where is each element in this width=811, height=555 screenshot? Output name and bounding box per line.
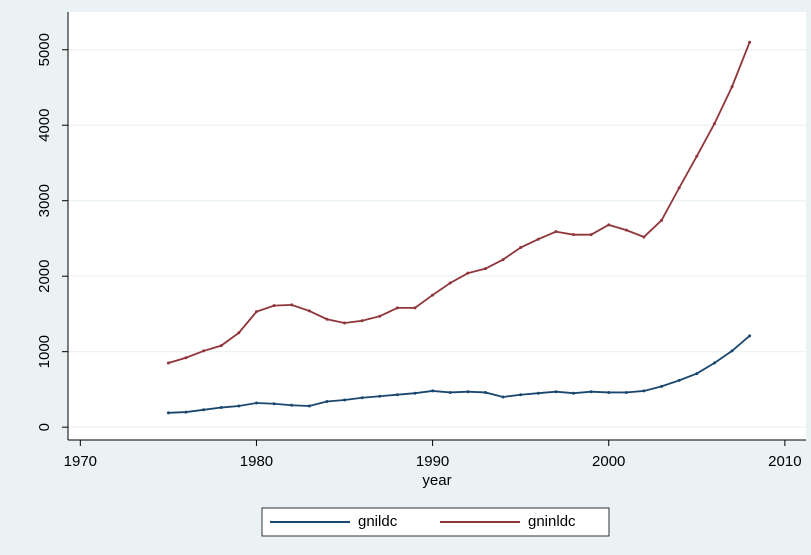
- point: [307, 404, 311, 408]
- x-tick-label: 2010: [768, 453, 801, 470]
- point: [431, 293, 435, 297]
- point: [695, 372, 699, 376]
- point: [748, 40, 752, 44]
- point: [554, 390, 558, 394]
- point: [219, 406, 223, 410]
- point: [730, 349, 734, 353]
- point: [660, 218, 664, 222]
- point: [219, 344, 223, 348]
- point: [536, 237, 540, 241]
- x-axis-label: year: [422, 472, 451, 489]
- point: [483, 390, 487, 394]
- point: [237, 404, 241, 408]
- point: [589, 233, 593, 237]
- series-line: [168, 335, 751, 414]
- y-tick-label: 5000: [36, 33, 53, 66]
- series-line: [168, 41, 751, 364]
- point: [395, 306, 399, 310]
- point: [360, 396, 364, 400]
- y-tick-label: 4000: [36, 109, 53, 142]
- point: [695, 154, 699, 158]
- point: [501, 395, 505, 399]
- y-tick-label: 2000: [36, 260, 53, 293]
- point: [237, 331, 241, 335]
- point: [290, 403, 294, 407]
- x-tick-label: 1990: [416, 453, 449, 470]
- point: [395, 393, 399, 397]
- point: [642, 235, 646, 239]
- point: [254, 310, 258, 314]
- point: [378, 394, 382, 398]
- point: [254, 401, 258, 405]
- point: [166, 361, 170, 365]
- point: [325, 317, 329, 321]
- point: [660, 384, 664, 388]
- y-tick-label: 1000: [36, 335, 53, 368]
- legend-label: gninldc: [528, 513, 576, 530]
- point: [712, 361, 716, 365]
- point: [466, 390, 470, 394]
- point: [413, 306, 417, 310]
- point: [325, 400, 329, 404]
- point: [431, 389, 435, 393]
- point: [202, 408, 206, 412]
- point: [554, 230, 558, 234]
- plot-area: [68, 12, 806, 440]
- point: [730, 85, 734, 89]
- point: [607, 390, 611, 394]
- point: [589, 390, 593, 394]
- y-tick-label: 3000: [36, 184, 53, 217]
- point: [677, 378, 681, 382]
- point: [642, 389, 646, 393]
- point: [343, 398, 347, 402]
- point: [519, 393, 523, 397]
- point: [501, 258, 505, 262]
- point: [272, 304, 276, 308]
- x-tick-label: 1980: [240, 453, 273, 470]
- point: [519, 246, 523, 250]
- point: [343, 321, 347, 325]
- x-tick-label: 1970: [64, 453, 97, 470]
- point: [202, 349, 206, 353]
- legend-label: gnildc: [358, 513, 398, 530]
- point: [536, 391, 540, 395]
- point: [572, 391, 576, 395]
- point: [448, 390, 452, 394]
- x-tick-label: 2000: [592, 453, 625, 470]
- point: [290, 303, 294, 307]
- point: [166, 411, 170, 415]
- point: [624, 390, 628, 394]
- point: [448, 281, 452, 285]
- point: [184, 410, 188, 414]
- point: [272, 402, 276, 406]
- point: [413, 391, 417, 395]
- point: [466, 271, 470, 275]
- point: [748, 334, 752, 338]
- y-tick-label: 0: [36, 423, 53, 431]
- point: [360, 319, 364, 323]
- point: [624, 228, 628, 232]
- point: [572, 233, 576, 237]
- point: [677, 186, 681, 190]
- point: [483, 267, 487, 271]
- point: [378, 314, 382, 318]
- point: [307, 309, 311, 313]
- point: [184, 356, 188, 360]
- point: [712, 122, 716, 126]
- point: [607, 223, 611, 227]
